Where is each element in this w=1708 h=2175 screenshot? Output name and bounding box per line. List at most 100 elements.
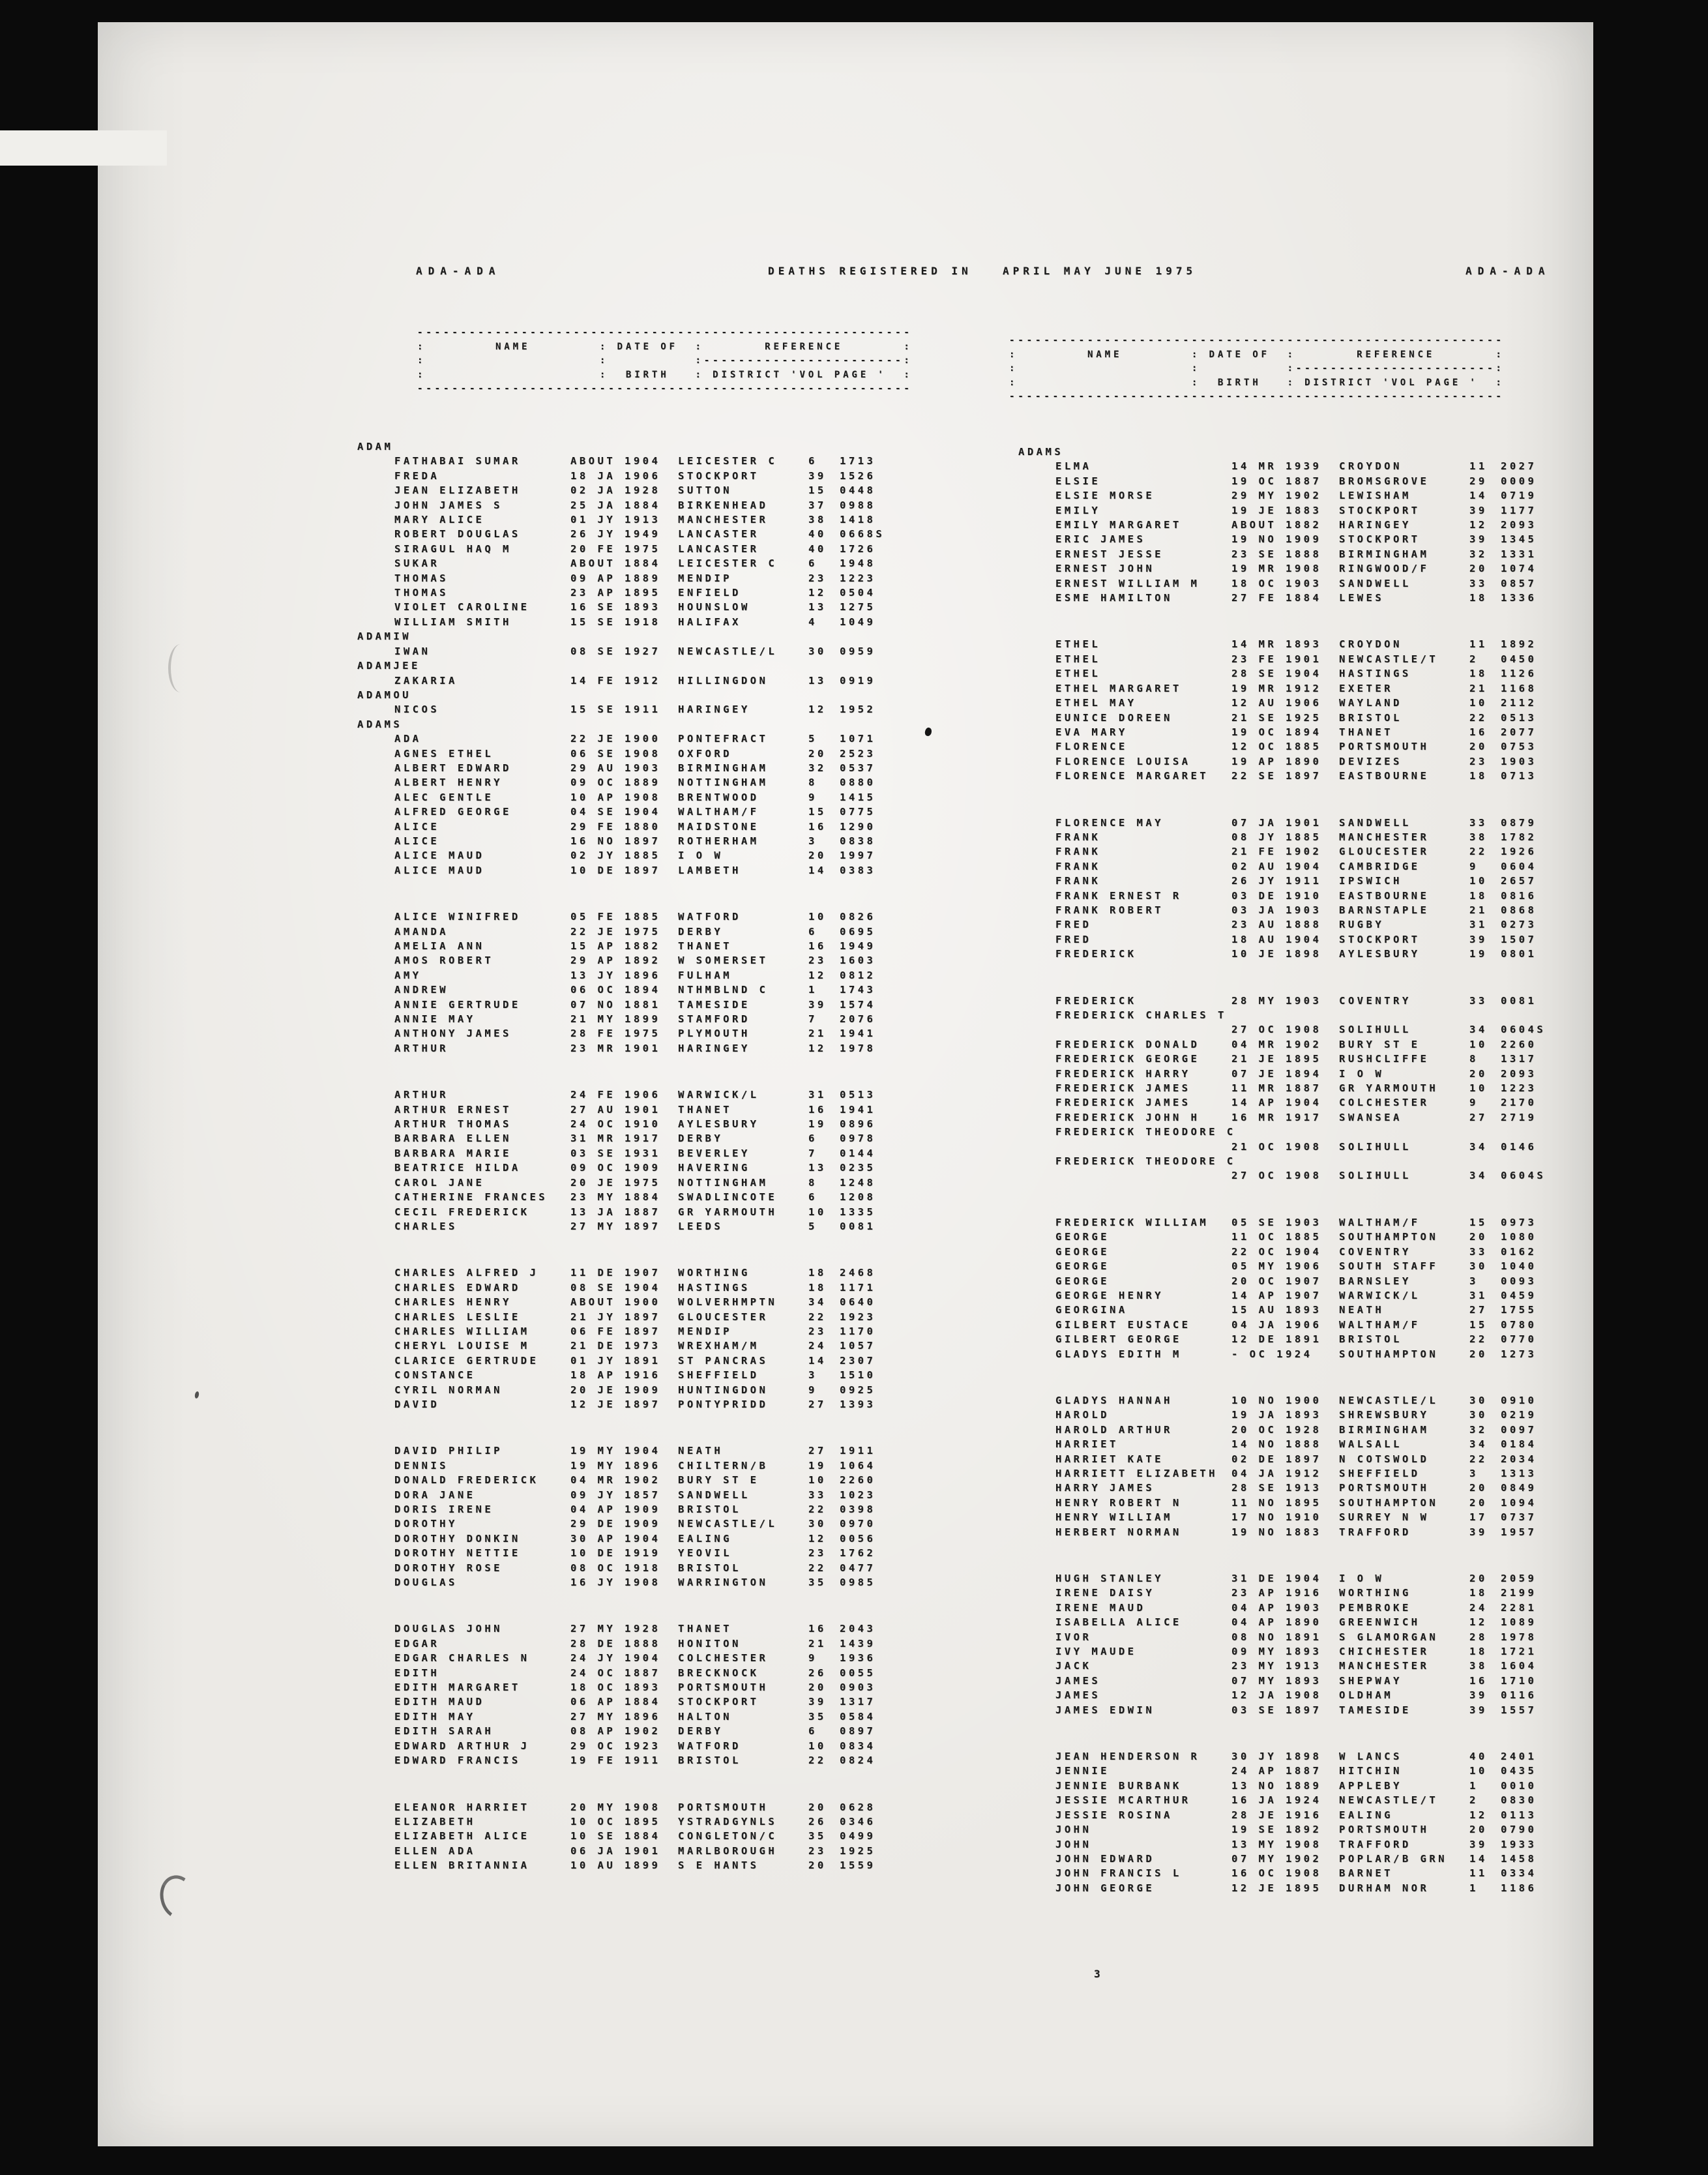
entry-district: BRENTWOOD bbox=[678, 791, 759, 803]
entry-name: ADA bbox=[394, 733, 422, 745]
entry-birth-date: 13 JA 1887 bbox=[570, 1206, 661, 1218]
entry-volume: 20 bbox=[1469, 1231, 1488, 1243]
entry-district: CONGLETON/C bbox=[678, 1830, 778, 1842]
table-row: FREDERICK THEODORE C bbox=[1018, 1125, 1690, 1139]
entry-district: SHEPWAY bbox=[1339, 1674, 1402, 1687]
entry-volume: 34 bbox=[808, 1296, 827, 1309]
entry-birth-date: 27 OC 1908 bbox=[1231, 1024, 1322, 1036]
entry-name: EDITH SARAH bbox=[394, 1725, 494, 1738]
entry-volume: 20 bbox=[808, 1859, 827, 1872]
entry-name: GILBERT EUSTACE bbox=[1055, 1318, 1191, 1331]
entry-page-ref: 0770 bbox=[1501, 1333, 1537, 1346]
entry-birth-date: 14 AP 1904 bbox=[1231, 1097, 1322, 1109]
table-row: GEORGE 20 OC 1907 BARNSLEY 3 0093 bbox=[1018, 1274, 1690, 1288]
table-row: ERNEST JESSE 23 SE 1888 BIRMINGHAM 32 1331 bbox=[1018, 547, 1690, 561]
entry-district: I O W bbox=[1339, 1067, 1385, 1080]
entry-page-ref: 2093 bbox=[1501, 519, 1537, 531]
entry-name: NICOS bbox=[394, 703, 440, 716]
entry-birth-date: 03 SE 1897 bbox=[1231, 1704, 1322, 1716]
entry-page-ref: 0834 bbox=[840, 1739, 876, 1752]
entry-name: JOHN bbox=[1055, 1824, 1092, 1836]
entry-birth-date: 27 FE 1884 bbox=[1231, 592, 1322, 604]
entry-birth-date: 30 JY 1898 bbox=[1231, 1751, 1322, 1763]
entry-birth-date: 07 JE 1894 bbox=[1231, 1067, 1322, 1080]
table-row: ALBERT EDWARD 29 AU 1903 BIRMINGHAM 32 0537 bbox=[357, 761, 1029, 775]
entry-page-ref: 1892 bbox=[1501, 638, 1537, 651]
entry-birth-date: 10 AU 1899 bbox=[570, 1859, 661, 1872]
entry-birth-date: 04 SE 1904 bbox=[570, 806, 661, 818]
entry-district: GR YARMOUTH bbox=[1339, 1082, 1439, 1095]
entry-volume: 15 bbox=[808, 806, 827, 818]
table-row: IWAN 08 SE 1927 NEWCASTLE/L 30 0959 bbox=[357, 644, 1029, 658]
entry-district: NEWCASTLE/L bbox=[678, 1518, 778, 1530]
entry-district: MAIDSTONE bbox=[678, 820, 759, 833]
entry-volume: 22 bbox=[808, 1503, 827, 1515]
entry-name: EDGAR bbox=[394, 1637, 440, 1650]
entry-name: GEORGE bbox=[1055, 1231, 1110, 1243]
entry-volume: 20 bbox=[808, 850, 827, 862]
entry-district: AYLESBURY bbox=[678, 1118, 759, 1131]
entry-birth-date: 07 MY 1902 bbox=[1231, 1852, 1322, 1865]
entry-birth-date: 08 OC 1918 bbox=[570, 1561, 661, 1574]
entry-page-ref: 1335 bbox=[840, 1206, 876, 1218]
entry-birth-date: 14 AP 1907 bbox=[1231, 1289, 1322, 1301]
entry-name: JEAN ELIZABETH bbox=[394, 484, 521, 497]
surname-row: ADAMS bbox=[357, 718, 403, 730]
entry-page-ref: 0849 bbox=[1501, 1482, 1537, 1494]
table-row: JAMES EDWIN 03 SE 1897 TAMESIDE 39 1557 bbox=[1018, 1703, 1690, 1717]
entry-name: EMILY MARGARET bbox=[1055, 519, 1182, 531]
entry-volume: 6 bbox=[808, 455, 817, 467]
scanned-page: ADA-ADA DEATHS REGISTERED IN APRIL MAY J… bbox=[98, 22, 1593, 2146]
entry-district: HITCHIN bbox=[1339, 1765, 1402, 1777]
entry-volume bbox=[1469, 1008, 1501, 1022]
entry-district: WALTHAM/F bbox=[678, 806, 759, 818]
entry-birth-date: 10 DE 1897 bbox=[570, 864, 661, 876]
entry-birth-date: 06 FE 1897 bbox=[570, 1325, 661, 1337]
table-row: CHERYL LOUISE M 21 DE 1973 WREXHAM/M 24 1057 bbox=[357, 1339, 1029, 1353]
entry-name: HARRIET bbox=[1055, 1438, 1119, 1451]
table-row: ARTHUR THOMAS 24 OC 1910 AYLESBURY 19 0896 bbox=[357, 1117, 1029, 1131]
entry-page-ref: 1603 bbox=[840, 954, 876, 967]
entry-district: N COTSWOLD bbox=[1339, 1453, 1430, 1465]
entry-birth-date: 25 JA 1884 bbox=[570, 499, 661, 511]
entry-birth-date: 28 JE 1916 bbox=[1231, 1809, 1322, 1821]
entry-name: DAVID PHILIP bbox=[394, 1445, 503, 1457]
entry-birth-date: 29 FE 1880 bbox=[570, 820, 661, 833]
entry-district: WORTHING bbox=[1339, 1587, 1411, 1599]
table-row: ETHEL 23 FE 1901 NEWCASTLE/T 2 0450 bbox=[1018, 652, 1690, 666]
entry-district: ENFIELD bbox=[678, 587, 741, 599]
entry-name: FRANK bbox=[1055, 860, 1101, 872]
entry-birth-date: 12 OC 1885 bbox=[1231, 741, 1322, 753]
entry-page-ref: 1936 bbox=[840, 1652, 876, 1665]
entry-birth-date: 24 JY 1904 bbox=[570, 1652, 661, 1665]
table-row: ANNIE GERTRUDE 07 NO 1881 TAMESIDE 39 1574 bbox=[357, 998, 1029, 1012]
entry-district: CAMBRIDGE bbox=[1339, 860, 1421, 872]
entry-birth-date: 09 MY 1893 bbox=[1231, 1646, 1322, 1658]
entry-volume: 7 bbox=[808, 1147, 817, 1159]
entry-district: PORTSMOUTH bbox=[1339, 1824, 1430, 1836]
entry-district: LANCASTER bbox=[678, 528, 759, 540]
entry-name: HAROLD ARTHUR bbox=[1055, 1423, 1173, 1436]
entry-birth-date: ABOUT 1882 bbox=[1231, 519, 1322, 531]
table-row: EDITH MAUD 06 AP 1884 STOCKPORT 39 1317 bbox=[357, 1694, 1029, 1709]
table-row: FRANK 02 AU 1904 CAMBRIDGE 9 0604 bbox=[1018, 859, 1690, 874]
entry-district: WATFORD bbox=[678, 911, 741, 923]
entry-page-ref: 0081 bbox=[840, 1220, 876, 1232]
entry-volume: 24 bbox=[808, 1340, 827, 1352]
entry-district: SWADLINCOTE bbox=[678, 1191, 778, 1204]
table-row: IVY MAUDE 09 MY 1893 CHICHESTER 18 1721 bbox=[1018, 1644, 1690, 1659]
entry-volume: 39 bbox=[1469, 1526, 1488, 1538]
entry-volume: 18 bbox=[808, 1281, 827, 1294]
entry-district: HASTINGS bbox=[678, 1281, 750, 1294]
entry-page-ref: 0113 bbox=[1501, 1809, 1537, 1821]
entry-name: ERNEST WILLIAM M bbox=[1055, 577, 1200, 589]
entry-birth-date: 09 OC 1889 bbox=[570, 777, 661, 789]
entry-volume: 14 bbox=[808, 864, 827, 876]
table-row: ALEC GENTLE 10 AP 1908 BRENTWOOD 9 1415 bbox=[357, 790, 1029, 805]
entry-name: EDWARD FRANCIS bbox=[394, 1754, 521, 1767]
entry-birth-date: 23 AP 1895 bbox=[570, 587, 661, 599]
entry-volume: 20 bbox=[808, 1801, 827, 1813]
entry-page-ref: 1713 bbox=[840, 455, 876, 467]
table-row: FRANK ROBERT 03 JA 1903 BARNSTAPLE 21 0868 bbox=[1018, 903, 1690, 917]
